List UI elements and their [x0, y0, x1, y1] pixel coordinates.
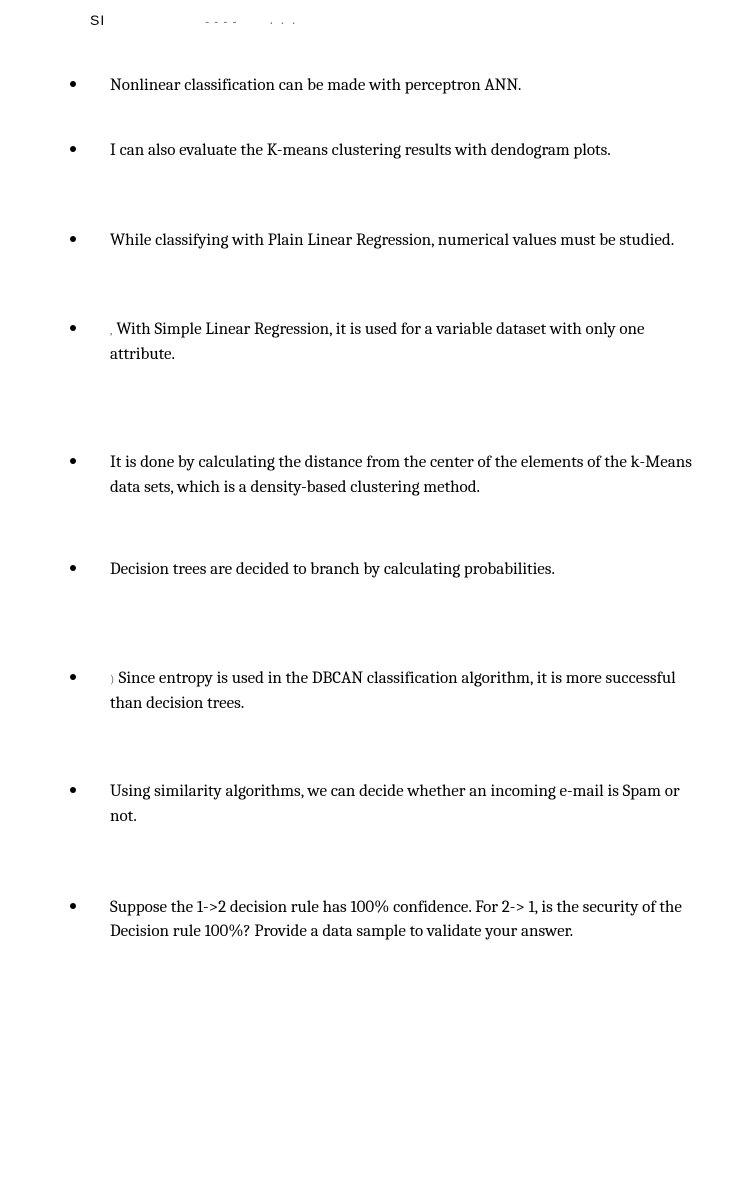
item-prefix: )	[110, 673, 117, 686]
bullet-icon	[70, 81, 76, 87]
list-item: Using similarity algorithms, we can deci…	[40, 780, 702, 829]
item-prefix: ,	[110, 324, 114, 337]
list-item: While classifying with Plain Linear Regr…	[40, 229, 702, 254]
mark-dots: . . .	[270, 12, 298, 31]
item-text: It is done by calculating the distance f…	[110, 451, 702, 500]
item-body: With Simple Linear Regression, it is use…	[110, 320, 645, 364]
bullet-list: Nonlinear classification can be made wit…	[40, 74, 702, 945]
list-item: Nonlinear classification can be made wit…	[40, 74, 702, 99]
list-item: Suppose the 1->2 decision rule has 100% …	[40, 896, 702, 945]
bullet-icon	[70, 565, 76, 571]
list-item: , With Simple Linear Regression, it is u…	[40, 318, 702, 367]
bullet-icon	[70, 146, 76, 152]
item-text: While classifying with Plain Linear Regr…	[110, 229, 702, 254]
list-item: Decision trees are decided to branch by …	[40, 558, 702, 583]
item-body: It is done by calculating the distance f…	[110, 453, 692, 497]
item-text: Nonlinear classification can be made wit…	[110, 74, 702, 99]
list-item: ) Since entropy is used in the DBCAN cla…	[40, 667, 702, 716]
item-text: , With Simple Linear Regression, it is u…	[110, 318, 702, 367]
list-item: It is done by calculating the distance f…	[40, 451, 702, 500]
bullet-icon	[70, 325, 76, 331]
list-item: I can also evaluate the K-means clusteri…	[40, 139, 702, 164]
item-body: Suppose the 1->2 decision rule has 100% …	[110, 898, 682, 942]
item-text: Decision trees are decided to branch by …	[110, 558, 702, 583]
item-body: I can also evaluate the K-means clusteri…	[110, 141, 611, 160]
item-text: Using similarity algorithms, we can deci…	[110, 780, 702, 829]
item-text: ) Since entropy is used in the DBCAN cla…	[110, 667, 702, 716]
mark-dashes: - - - -	[205, 14, 238, 33]
bullet-icon	[70, 674, 76, 680]
bullet-icon	[70, 458, 76, 464]
item-body: While classifying with Plain Linear Regr…	[110, 231, 674, 250]
mark-si: SI	[90, 10, 105, 30]
item-body: Decision trees are decided to branch by …	[110, 560, 555, 579]
bullet-icon	[70, 236, 76, 242]
item-body: Since entropy is used in the DBCAN class…	[110, 669, 676, 713]
item-body: Nonlinear classification can be made wit…	[110, 76, 521, 95]
item-body: Using similarity algorithms, we can deci…	[110, 782, 680, 826]
bullet-icon	[70, 787, 76, 793]
item-text: Suppose the 1->2 decision rule has 100% …	[110, 896, 702, 945]
top-marks: SI - - - - . . .	[80, 10, 702, 34]
bullet-icon	[70, 903, 76, 909]
item-text: I can also evaluate the K-means clusteri…	[110, 139, 702, 164]
